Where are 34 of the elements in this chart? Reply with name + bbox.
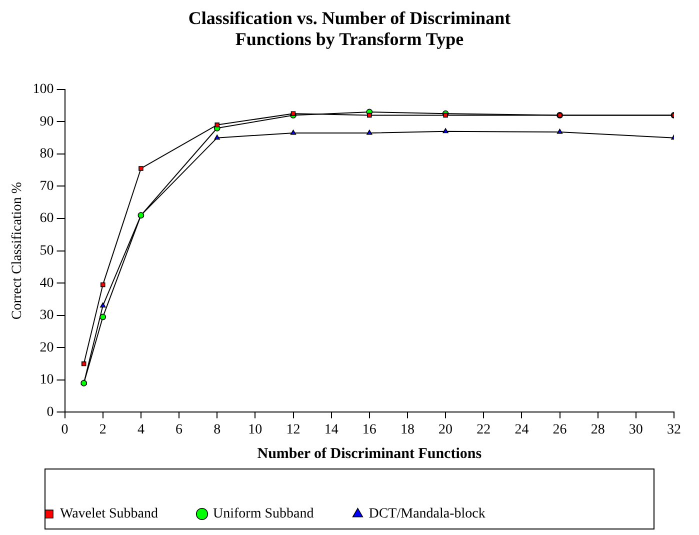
legend-label: DCT/Mandala-block bbox=[368, 506, 486, 522]
x-tick-label: 26 bbox=[552, 422, 567, 438]
x-tick-label: 18 bbox=[400, 422, 414, 438]
y-tick-label: 70 bbox=[40, 178, 54, 194]
x-tick-label: 10 bbox=[248, 422, 262, 438]
x-tick-label: 6 bbox=[176, 422, 183, 438]
x-tick-label: 8 bbox=[214, 422, 221, 438]
x-tick-label: 4 bbox=[137, 422, 144, 438]
x-tick-label: 16 bbox=[362, 422, 376, 438]
x-tick-label: 22 bbox=[476, 422, 491, 438]
x-tick-label: 14 bbox=[324, 422, 338, 438]
x-axis-title: Number of Discriminant Functions bbox=[257, 446, 482, 462]
x-tick-label: 24 bbox=[514, 422, 529, 438]
x-tick-label: 20 bbox=[438, 422, 453, 438]
y-tick-label: 60 bbox=[40, 211, 54, 226]
y-tick-label: 90 bbox=[40, 114, 54, 130]
chart-title: Classification vs. Number of Discriminant Functions by Transform Type bbox=[187, 8, 512, 51]
x-tick-label: 28 bbox=[590, 422, 605, 438]
y-tick-label: 0 bbox=[46, 404, 54, 420]
legend-label: Wavelet Subband bbox=[60, 506, 158, 522]
legend-label: Uniform Subband bbox=[213, 506, 314, 522]
y-tick-label: 30 bbox=[40, 308, 54, 324]
y-tick-label: 50 bbox=[40, 243, 54, 258]
y-tick-label: 10 bbox=[40, 372, 54, 388]
x-tick-label: 30 bbox=[628, 422, 643, 438]
y-tick-label: 40 bbox=[40, 276, 54, 291]
x-tick-label: 12 bbox=[286, 422, 300, 438]
y-tick-label: 80 bbox=[40, 146, 54, 162]
x-tick-label: 0 bbox=[61, 422, 68, 438]
x-tick-label: 32 bbox=[667, 422, 681, 438]
y-axis-title: Correct Classification % bbox=[10, 182, 26, 320]
x-tick-label: 2 bbox=[99, 422, 106, 438]
y-tick-label: 20 bbox=[40, 340, 54, 356]
y-tick-label: 100 bbox=[32, 82, 54, 98]
